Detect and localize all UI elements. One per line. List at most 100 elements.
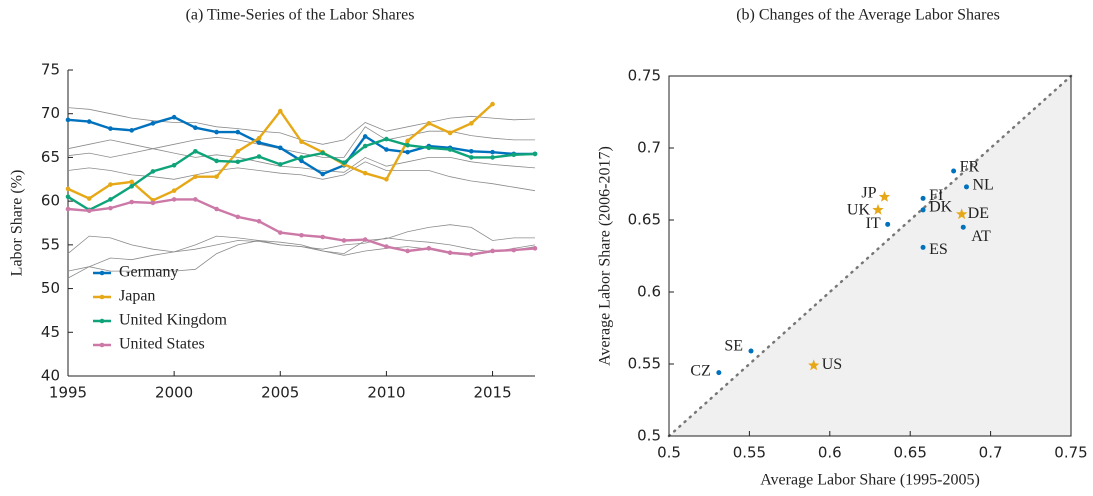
- point: [960, 224, 966, 230]
- y-axis-label: Average Labor Share (2006-2017): [597, 146, 614, 366]
- point: [716, 370, 722, 376]
- point: [469, 252, 474, 257]
- point: [214, 206, 219, 212]
- point-label: DK: [929, 199, 953, 216]
- point: [256, 154, 262, 159]
- point: [341, 238, 347, 243]
- point: [171, 162, 177, 168]
- point: [878, 191, 891, 202]
- point: [955, 208, 968, 220]
- point: [426, 121, 432, 126]
- x-axis-label: Average Labor Share (1995-2005): [760, 472, 980, 489]
- point: [256, 135, 262, 141]
- point: [150, 121, 156, 126]
- point: [299, 232, 304, 238]
- point: [447, 130, 453, 136]
- y-tick-label: 60: [41, 192, 60, 210]
- x-tick-label: 0.7: [979, 444, 1003, 462]
- point: [920, 195, 926, 201]
- point: [299, 158, 304, 164]
- point: [426, 246, 432, 251]
- background-line: [67, 237, 536, 279]
- point: [511, 247, 517, 253]
- point: [320, 234, 326, 240]
- point: [193, 125, 198, 131]
- point: [490, 155, 495, 160]
- chart-title: (b) Changes of the Average Labor Shares: [736, 7, 1000, 24]
- point: [256, 140, 262, 145]
- point: [214, 158, 219, 164]
- x-tick-label: 0.55: [733, 444, 766, 462]
- point: [235, 129, 241, 135]
- point: [320, 171, 326, 177]
- point: [277, 145, 283, 151]
- x-tick-label: 0.6: [818, 444, 842, 462]
- point-label: SE: [724, 338, 743, 355]
- point: [108, 182, 113, 187]
- point: [384, 244, 389, 249]
- chart-title: (a) Time-Series of the Labor Shares: [186, 7, 415, 24]
- point: [920, 244, 926, 250]
- y-tick-label: 0.5: [637, 427, 661, 445]
- x-tick-label: 2010: [367, 384, 405, 402]
- x-tick-label: 2005: [261, 384, 299, 402]
- point: [362, 170, 368, 176]
- point: [920, 207, 926, 213]
- point: [277, 162, 283, 167]
- point-label: AT: [971, 228, 991, 245]
- y-tick-label: 0.55: [628, 355, 661, 373]
- point: [86, 119, 92, 124]
- background-line: [67, 139, 536, 173]
- legend-marker: [99, 342, 105, 348]
- point: [490, 101, 495, 107]
- point-label: UK: [847, 202, 871, 219]
- point: [65, 206, 71, 212]
- background-line: [67, 126, 535, 158]
- point: [384, 147, 389, 152]
- point: [65, 117, 71, 123]
- point: [150, 200, 156, 206]
- y-tick-label: 70: [41, 104, 60, 122]
- point: [129, 128, 134, 133]
- point: [384, 176, 389, 182]
- point-label: DE: [968, 205, 989, 222]
- background-line: [67, 224, 535, 255]
- point: [872, 203, 884, 215]
- point: [405, 149, 410, 155]
- legend-label: Japan: [119, 288, 155, 305]
- plot-frame: [668, 75, 1072, 437]
- y-tick-label: 0.75: [628, 67, 661, 85]
- diagonal: [667, 74, 1073, 438]
- point: [963, 184, 969, 190]
- point: [171, 114, 177, 120]
- point: [108, 197, 113, 202]
- point: [447, 250, 453, 256]
- point: [235, 214, 241, 220]
- point: [299, 139, 304, 144]
- point: [532, 246, 538, 251]
- point: [951, 168, 957, 174]
- point: [447, 147, 453, 152]
- x-tick-label: 0.5: [657, 444, 681, 462]
- y-tick-label: 75: [41, 61, 60, 79]
- point: [193, 174, 198, 179]
- point: [65, 186, 71, 192]
- point: [490, 248, 495, 254]
- point-label: FI: [929, 187, 943, 204]
- point: [235, 149, 241, 154]
- point: [86, 208, 92, 214]
- x-tick-label: 0.65: [893, 444, 926, 462]
- point: [129, 199, 134, 205]
- point: [299, 155, 304, 160]
- point: [511, 152, 517, 158]
- y-tick-label: 0.6: [637, 283, 661, 301]
- x-tick-label: 1995: [49, 384, 87, 402]
- point-label: CZ: [690, 362, 710, 379]
- point: [65, 194, 71, 200]
- legend-label: United Kingdom: [119, 312, 228, 329]
- point: [748, 348, 754, 354]
- point: [362, 237, 368, 242]
- y-tick-label: 45: [41, 323, 60, 341]
- y-tick-label: 65: [41, 148, 60, 166]
